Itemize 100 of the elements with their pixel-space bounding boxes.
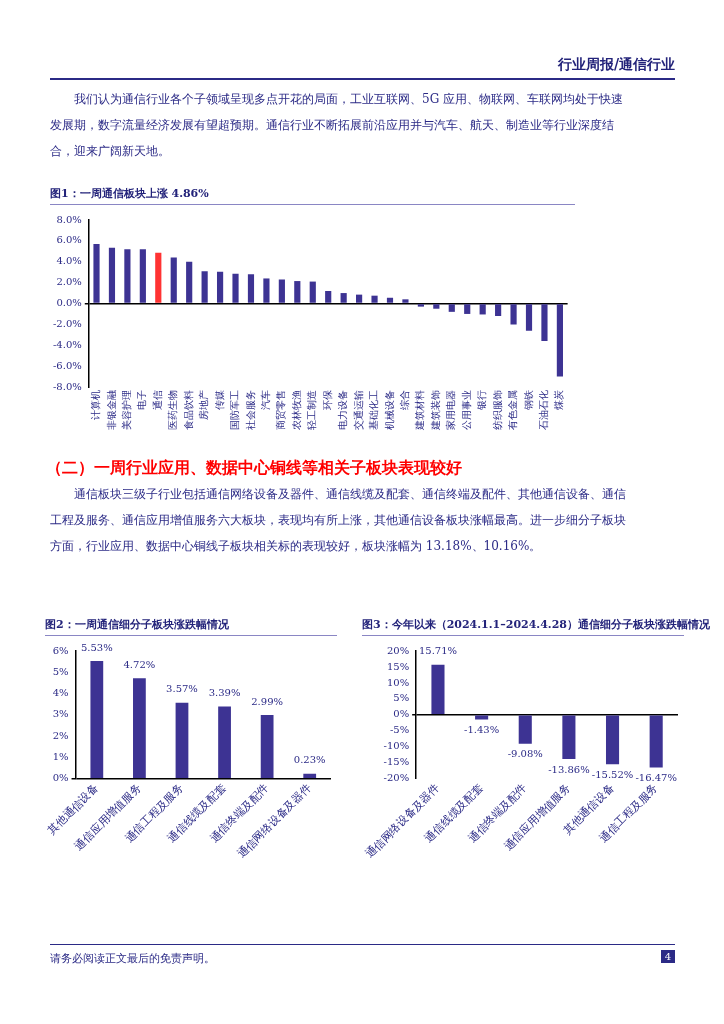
y-tick-label: 8.0%	[56, 213, 82, 225]
x-tick-label: 通信	[151, 390, 163, 410]
x-tick-label: 家用电器	[445, 390, 457, 430]
data-label: -9.08%	[507, 748, 543, 760]
data-label: -16.47%	[635, 771, 677, 783]
x-tick-label: 电力设备	[337, 390, 349, 430]
text: （二）一周行业应用、数据中心铜线等相关子板块表现较好	[46, 458, 463, 479]
x-tick-label: 国防军工	[229, 390, 241, 430]
x-tick-label: 有色金属	[507, 390, 519, 430]
x-tick-label: 汽车	[260, 390, 272, 410]
data-label: 3.39%	[208, 687, 241, 699]
bar	[356, 294, 363, 303]
x-tick-label: 轻工制造	[306, 390, 318, 430]
x-tick-label: 环保	[321, 390, 333, 410]
x-tick-label: 综合	[399, 390, 411, 410]
x-tick-label: 机械设备	[383, 390, 395, 430]
text: 请务必阅读正文最后的免责声明。	[50, 951, 215, 966]
x-tick-label: 基础化工	[368, 390, 380, 430]
bar	[108, 247, 116, 303]
chart-title: 图3：今年以来（2024.1.1–2024.4.28）通信细分子板块涨跌幅情况	[362, 617, 710, 633]
bar	[124, 249, 131, 303]
y-tick-label: -10%	[383, 740, 410, 752]
bar	[417, 304, 424, 307]
y-tick-label: 0%	[52, 772, 69, 784]
x-tick-label: 商贸零售	[275, 390, 287, 430]
y-tick-label: 0%	[393, 708, 410, 720]
data-label: -15.52%	[591, 768, 634, 780]
x-tick-label: 银行	[476, 390, 488, 411]
bar	[247, 274, 255, 303]
chart-title: 图2：一周通信细分子板块涨跌幅情况	[45, 617, 337, 636]
y-tick-label: 20%	[386, 644, 410, 656]
bar	[402, 299, 409, 303]
x-tick-label: 食品饮料	[182, 390, 194, 430]
y-tick-label: 0.0%	[56, 297, 82, 309]
y-tick-label: 15%	[386, 660, 410, 672]
y-tick-label: 4%	[52, 687, 69, 699]
bar	[479, 304, 486, 315]
bar	[139, 249, 146, 303]
data-label: -13.86%	[548, 763, 590, 775]
bar	[510, 304, 517, 325]
bar	[541, 304, 548, 342]
y-tick-label: -20%	[383, 772, 410, 784]
bar	[175, 702, 189, 778]
bar	[340, 293, 347, 303]
y-tick-label: 5%	[52, 665, 69, 677]
x-tick-label: 美容护理	[120, 390, 132, 430]
y-tick-label: 3%	[52, 708, 69, 720]
bar	[218, 706, 231, 778]
bar	[294, 281, 301, 303]
bar	[278, 279, 285, 303]
bar	[90, 661, 104, 778]
bar	[216, 271, 224, 303]
data-label: -1.43%	[464, 723, 500, 735]
x-tick-label: 石油石化	[538, 390, 550, 430]
data-label: 2.99%	[251, 695, 284, 707]
bar	[495, 304, 502, 317]
bar	[186, 261, 193, 303]
y-tick-label: 4.0%	[56, 255, 82, 267]
text: 我们认为通信行业各个子领域呈现多点开花的局面，工业互联网、5G 应用、物联网、车联网均处于快速发展期，数字流量经济发展有望超预期。通信行业不断拓展前沿应用并与汽车、航天、制造业等行业深度结合，迎来广阔新天地。	[50, 91, 625, 160]
x-tick-label: 钢铁	[522, 390, 534, 411]
bar	[325, 290, 332, 303]
x-tick-label: 社会服务	[244, 390, 256, 430]
y-tick-label: 2.0%	[56, 276, 82, 288]
data-label: 0.23%	[293, 754, 326, 766]
data-label: 5.53%	[80, 641, 113, 653]
y-tick-label: -5%	[389, 724, 410, 736]
y-tick-label: -15%	[383, 756, 410, 768]
bar	[386, 297, 394, 303]
bar	[263, 278, 270, 303]
bar	[525, 304, 533, 331]
data-label: 4.72%	[123, 658, 156, 670]
x-tick-label: 医药生物	[167, 390, 179, 430]
x-tick-label: 建筑材料	[414, 390, 426, 431]
bar	[371, 295, 378, 303]
data-label: 3.57%	[166, 683, 198, 695]
text: 通信板块三级子行业包括通信网络设备及器件、通信线缆及配套、通信终端及配件、其他通信设备、通信工程及服务、通信应用增值服务六大板块，表现均有所上涨，其他通信设备板块涨幅最高。进一步细分子板块方面，行业应用、数据中心铜线子板块相关标的表现较好，板块涨幅为 13.18%、10.16%。	[50, 486, 627, 555]
y-tick-label: 1%	[52, 750, 69, 762]
y-tick-label: -6.0%	[52, 359, 82, 371]
x-tick-label: 非银金融	[105, 390, 117, 430]
bar	[433, 304, 440, 309]
y-tick-label: 6%	[52, 644, 69, 656]
bar	[464, 304, 471, 314]
bar	[309, 281, 316, 303]
text: 行业周报/通信行业	[50, 56, 675, 80]
x-tick-label: 公用事业	[460, 390, 472, 430]
bar	[170, 257, 177, 303]
bar	[232, 273, 239, 303]
data-label: 15.71%	[418, 645, 458, 657]
bar	[133, 678, 146, 778]
text: 4	[660, 950, 675, 963]
x-tick-label: 交通运输	[352, 390, 364, 430]
bar	[556, 304, 563, 377]
x-tick-label: 煤炭	[553, 390, 565, 410]
chart-title: 图1：一周通信板块上涨 4.86%	[50, 186, 575, 205]
x-tick-label: 纺织服饰	[491, 390, 503, 430]
bar	[260, 715, 274, 778]
bar	[155, 252, 162, 303]
y-tick-label: -2.0%	[52, 317, 82, 329]
y-tick-label: 10%	[386, 676, 410, 688]
y-tick-label: 5%	[393, 692, 410, 704]
